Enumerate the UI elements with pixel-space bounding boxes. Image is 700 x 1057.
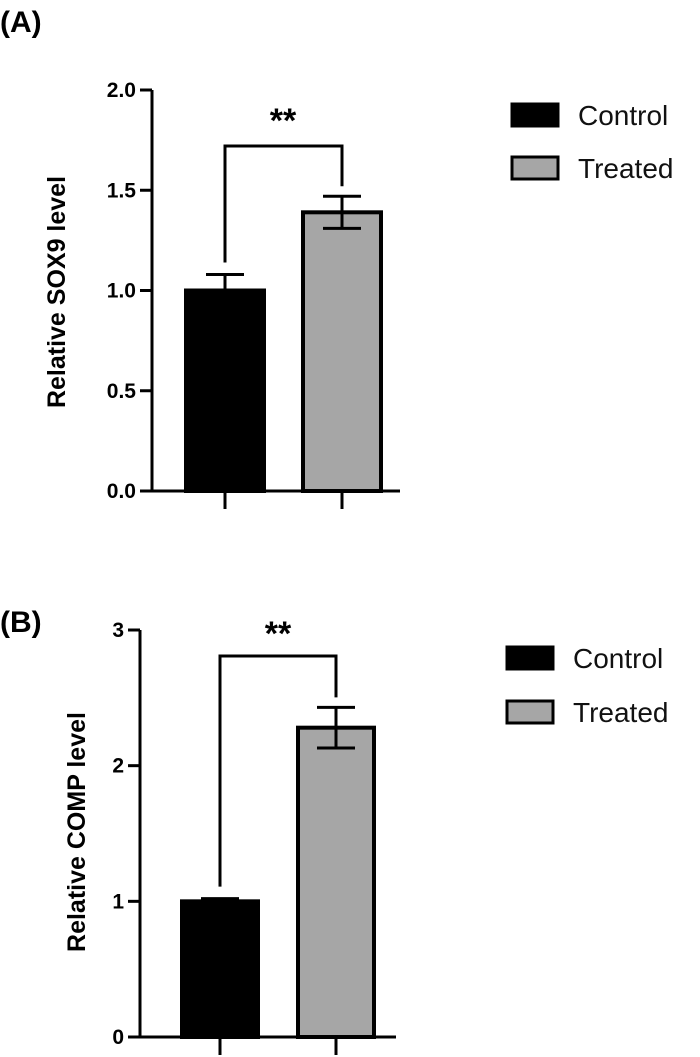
panel-a-y-tick-label: 1.5 bbox=[107, 179, 137, 202]
panel-b-legend-swatch-treated bbox=[505, 699, 555, 725]
panel-a-y-tick-label: 0.0 bbox=[107, 480, 136, 503]
panel-b-bar-control bbox=[180, 899, 260, 1039]
panel-a-y-tick-label: 2.0 bbox=[107, 79, 136, 102]
panel-a-legend-label-treated: Treated bbox=[578, 153, 673, 184]
panel-a-y-tick-label: 1.0 bbox=[107, 280, 136, 303]
panel-a-legend-swatch-treated bbox=[510, 155, 560, 181]
panel-b-label: (B) bbox=[0, 606, 42, 639]
panel-a-significance-bracket bbox=[223, 144, 344, 263]
panel-b-legend-swatch-control bbox=[505, 645, 555, 671]
panel-a-y-tick-label: 0.5 bbox=[107, 380, 137, 403]
panel-b-legend-label-control: Control bbox=[573, 643, 663, 674]
panel-a-y-axis-label: Relative SOX9 level bbox=[43, 176, 71, 408]
panel-b-y-axis-label: Relative COMP level bbox=[63, 712, 91, 952]
panel-a-bar-control bbox=[184, 288, 266, 493]
panel-a-bar-treated bbox=[301, 210, 383, 493]
panel-b-y-tick-label: 0 bbox=[112, 1026, 124, 1049]
panel-a-significance-marker: ** bbox=[270, 102, 297, 140]
panel-a-label: (A) bbox=[0, 6, 42, 39]
panel-b-significance-bracket bbox=[218, 654, 338, 887]
panel-b-legend-label-treated: Treated bbox=[573, 697, 668, 728]
panel-b-y-tick-label: 2 bbox=[112, 755, 124, 778]
panel-b-y-tick-label: 3 bbox=[112, 619, 124, 642]
panel-a-legend-label-control: Control bbox=[578, 100, 668, 131]
panel-b-significance-marker: ** bbox=[265, 615, 292, 653]
panel-a-legend-swatch-control bbox=[510, 102, 560, 128]
panel-b-y-tick-label: 1 bbox=[112, 890, 124, 913]
panel-b-bar-treated bbox=[296, 725, 376, 1039]
